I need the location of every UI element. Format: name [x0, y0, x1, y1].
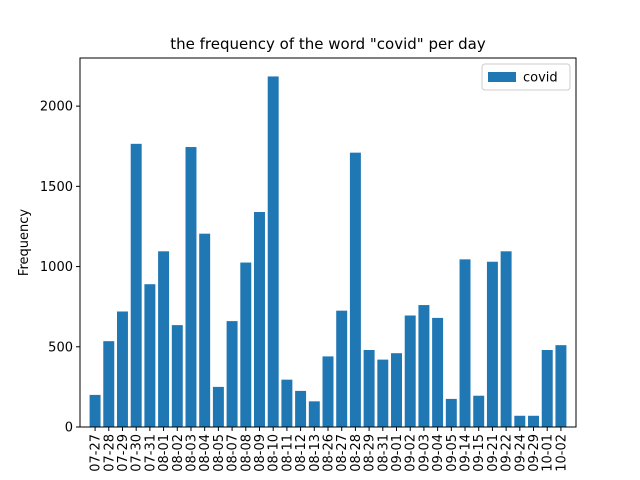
bar-10-02	[555, 345, 567, 427]
x-tick-label: 08-09	[253, 434, 268, 472]
x-tick-label: 09-03	[417, 434, 432, 472]
bar-08-02	[171, 325, 183, 427]
y-tick-label: 500	[48, 340, 73, 355]
bar-09-14	[459, 259, 471, 427]
y-tick-label: 1000	[40, 260, 73, 275]
bar-09-24	[514, 415, 526, 427]
bar-07-31	[144, 284, 156, 427]
x-tick-label: 08-08	[239, 434, 254, 472]
x-tick-label: 10-02	[554, 434, 569, 472]
bar-09-01	[391, 353, 402, 427]
y-axis-label: Frequency	[17, 209, 32, 276]
x-tick-label: 07-29	[116, 434, 131, 472]
bar-10-01	[541, 349, 553, 427]
x-tick-label: 08-11	[280, 434, 295, 472]
x-tick-label: 08-26	[322, 434, 337, 472]
bar-08-12	[295, 390, 307, 427]
x-tick-label: 07-31	[143, 434, 158, 472]
bar-08-11	[281, 379, 293, 427]
bar-08-31	[377, 359, 389, 427]
bar-08-26	[322, 356, 334, 427]
x-tick-label: 09-22	[500, 434, 515, 472]
x-tick-label: 07-30	[130, 434, 145, 472]
x-tick-label: 08-31	[376, 434, 391, 472]
x-tick-label: 07-27	[89, 434, 104, 472]
bar-09-22	[500, 251, 512, 427]
bar-08-29	[363, 349, 375, 427]
bar-08-08	[240, 262, 252, 427]
x-tick-label: 09-15	[472, 434, 487, 472]
bar-08-03	[185, 147, 197, 428]
x-tick-label: 08-13	[308, 434, 323, 472]
bar-09-04	[432, 317, 444, 427]
x-tick-label: 08-28	[349, 434, 364, 472]
bar-09-29	[528, 415, 539, 427]
bar-08-28	[349, 152, 361, 427]
x-tick-label: 09-21	[486, 434, 501, 472]
x-tick-label: 08-05	[212, 434, 227, 472]
x-tick-label: 09-24	[513, 434, 528, 472]
x-tick-label: 08-02	[171, 434, 186, 472]
legend-swatch	[488, 72, 516, 82]
bar-09-05	[445, 398, 457, 427]
x-tick-label: 08-29	[363, 434, 378, 472]
bar-09-02	[404, 315, 416, 427]
bar-08-07	[226, 321, 238, 427]
x-tick-label: 09-05	[445, 434, 460, 472]
chart-title: the frequency of the word "covid" per da…	[170, 35, 486, 53]
x-tick-label: 08-12	[294, 434, 309, 472]
ticks: 0 500 1000 1500 2000 07-2707-2807-2907-3007-3…	[40, 100, 570, 472]
legend: covid	[481, 63, 571, 91]
bar-08-09	[254, 212, 265, 427]
x-tick-label: 09-29	[527, 434, 542, 472]
x-tick-label: 09-14	[459, 434, 474, 472]
bar-08-05	[212, 386, 224, 427]
y-tick-label: 1500	[40, 180, 73, 195]
y-tick-label: 2000	[40, 100, 73, 115]
x-tick-label: 08-10	[267, 434, 282, 472]
bar-07-28	[103, 341, 115, 427]
x-tick-label: 09-02	[404, 434, 419, 472]
x-tick-label: 08-01	[157, 434, 172, 472]
bars	[89, 76, 567, 428]
bar-08-01	[158, 251, 170, 427]
bar-07-30	[130, 143, 142, 427]
x-tick-label: 08-07	[226, 434, 241, 472]
bar-08-27	[336, 310, 348, 427]
x-tick-label: 10-01	[541, 434, 556, 472]
bar-08-10	[267, 76, 279, 427]
x-tick-label: 09-04	[431, 434, 446, 472]
bar-08-13	[308, 401, 320, 427]
bar-09-03	[418, 305, 430, 427]
bar-08-04	[199, 233, 211, 427]
x-tick-label: 08-03	[184, 434, 199, 472]
bar-09-21	[486, 261, 498, 427]
legend-box	[481, 63, 571, 91]
legend-label: covid	[523, 71, 558, 86]
bar-07-27	[89, 394, 101, 427]
y-tick-label: 0	[65, 421, 73, 436]
x-tick-label: 08-04	[198, 434, 213, 472]
x-tick-label: 08-27	[335, 434, 350, 472]
x-tick-label: 07-28	[102, 434, 117, 472]
bar-09-15	[473, 395, 485, 427]
bar-07-29	[116, 311, 128, 427]
x-tick-label: 09-01	[390, 434, 405, 472]
